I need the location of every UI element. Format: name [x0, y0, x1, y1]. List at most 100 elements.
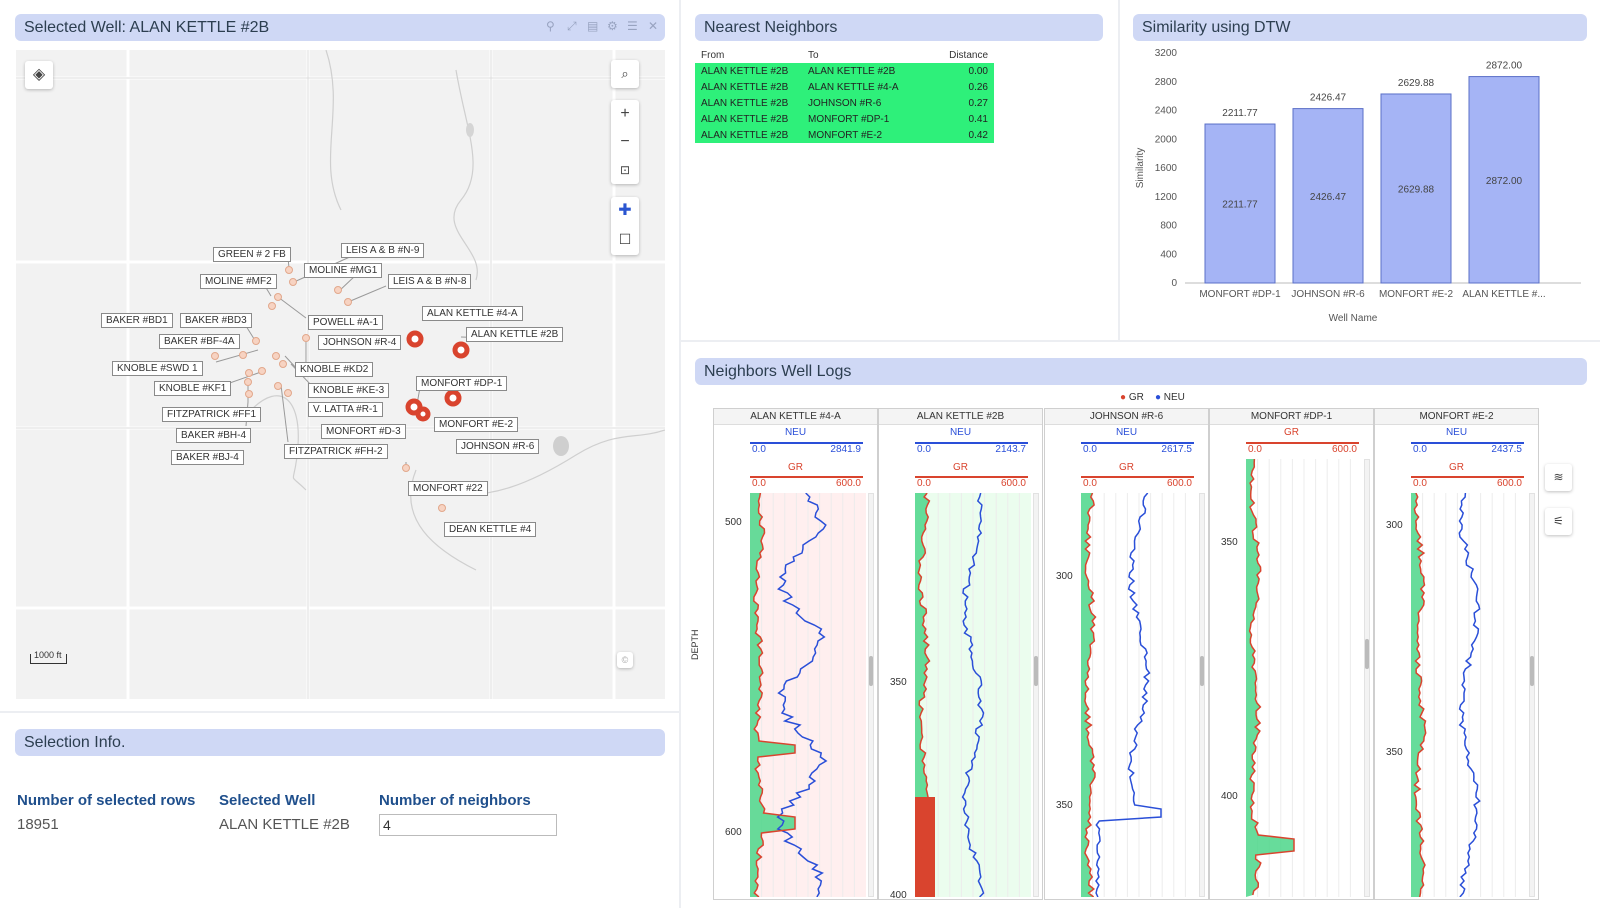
depth-tick-label: 350	[1221, 537, 1238, 548]
scale-line	[1411, 442, 1524, 444]
neu-curve-label: NEU	[949, 427, 972, 438]
scale-line	[1246, 442, 1359, 444]
well-label[interactable]: KNOBLE #KE-3	[308, 383, 390, 398]
legend-neu[interactable]: NEU	[1163, 392, 1185, 403]
pin-icon[interactable]: ⚲	[546, 19, 555, 33]
scale-line	[1411, 476, 1524, 478]
pan-tool-button[interactable]: ✚	[618, 202, 632, 219]
well-label[interactable]: MOLINE #MF2	[200, 274, 277, 289]
search-icon: ⌕	[621, 66, 629, 81]
rect-select-button[interactable]: ☐	[618, 231, 632, 247]
log-track[interactable]: ALAN KETTLE #4-A NEU 0.0 2841.9 GR 0.0 600.0	[713, 408, 878, 900]
well-label[interactable]: MONFORT #22	[408, 481, 488, 496]
log-track[interactable]: ALAN KETTLE #2B NEU 0.0 2143.7 GR 0.0 600.0	[878, 408, 1043, 900]
legend-gr[interactable]: GR	[1128, 392, 1144, 403]
map-search-button[interactable]: ⌕	[611, 60, 639, 88]
well-label[interactable]: JOHNSON #R-6	[456, 439, 540, 454]
log-curve-button[interactable]: ⚟	[1545, 508, 1572, 535]
copyright-icon: ©	[621, 655, 629, 665]
track-title: ALAN KETTLE #4-A	[714, 409, 877, 425]
well-label[interactable]: GREEN # 2 FB	[213, 247, 291, 262]
log-track[interactable]: MONFORT #E-2 NEU 0.0 2437.5 GR 0.0 600.0	[1374, 408, 1539, 900]
x-tick-label: MONFORT #E-2	[1379, 289, 1454, 300]
layers-button[interactable]: ◈	[25, 61, 53, 89]
curve-icon: ⚟	[1553, 514, 1564, 528]
neu-scale-max: 2617.5	[1161, 444, 1192, 455]
well-label[interactable]: POWELL #A-1	[308, 315, 384, 330]
track-scrollbar[interactable]	[868, 493, 874, 897]
well-label[interactable]: FITZPATRICK #FF1	[162, 407, 262, 422]
well-label[interactable]: V. LATTA #R-1	[308, 402, 383, 417]
scrollbar-thumb[interactable]	[1365, 639, 1369, 669]
bar-inner-label: 2426.47	[1310, 192, 1347, 203]
log-settings-button[interactable]: ≋	[1545, 464, 1572, 491]
cell-from: ALAN KETTLE #2B	[695, 63, 802, 79]
well-label[interactable]: BAKER #BD3	[180, 313, 252, 328]
well-label[interactable]: MONFORT #E-2	[434, 417, 519, 432]
rows-value: 18951	[17, 816, 59, 833]
well-label[interactable]: ALAN KETTLE #2B	[466, 327, 564, 342]
track-scrollbar[interactable]	[1364, 459, 1370, 897]
zoom-out-button[interactable]: −	[620, 133, 630, 150]
col-from[interactable]: From	[701, 50, 725, 61]
x-tick-label: ALAN KETTLE #...	[1462, 289, 1545, 300]
zoom-in-button[interactable]: +	[620, 105, 630, 122]
well-label[interactable]: LEIS A & B #N-9	[341, 243, 425, 258]
track-scrollbar[interactable]	[1199, 493, 1205, 897]
expand-icon[interactable]: ⤢	[567, 19, 577, 33]
depth-tick-label: 500	[725, 517, 742, 528]
nn-panel-title: Nearest Neighbors	[695, 14, 1103, 41]
well-label[interactable]: FITZPATRICK #FH-2	[284, 444, 388, 459]
well-label[interactable]: MONFORT #D-3	[321, 424, 406, 439]
similarity-panel-title-text: Similarity using DTW	[1142, 19, 1291, 36]
well-label[interactable]: JOHNSON #R-4	[318, 335, 402, 350]
table-row[interactable]: ALAN KETTLE #2B JOHNSON #R-6 0.27	[695, 95, 994, 111]
log-track[interactable]: MONFORT #DP-1 GR 0.0 600.0	[1209, 408, 1374, 900]
list-icon[interactable]: ☰	[627, 19, 638, 33]
neu-scale-min: 0.0	[752, 444, 766, 455]
well-label[interactable]: KNOBLE #SWD 1	[112, 361, 203, 376]
logs-legend: ● GR ● NEU	[1120, 392, 1185, 403]
well-label[interactable]: BAKER #BF-4A	[159, 334, 240, 349]
table-row[interactable]: ALAN KETTLE #2B ALAN KETTLE #2B 0.00	[695, 63, 994, 79]
attribution-button[interactable]: ©	[617, 652, 633, 668]
col-distance[interactable]: Distance	[949, 50, 988, 61]
scrollbar-thumb[interactable]	[869, 656, 873, 686]
depth-tick-label: 300	[1056, 571, 1073, 582]
scrollbar-thumb[interactable]	[1200, 656, 1204, 686]
scrollbar-thumb[interactable]	[1034, 656, 1038, 686]
well-label[interactable]: LEIS A & B #N-8	[388, 274, 472, 289]
well-label[interactable]: MONFORT #DP-1	[416, 376, 508, 391]
log-track[interactable]: JOHNSON #R-6 NEU 0.0 2617.5 GR 0.0 600.0	[1044, 408, 1209, 900]
well-label[interactable]: MOLINE #MG1	[304, 263, 383, 278]
x-tick-label: JOHNSON #R-6	[1291, 289, 1365, 300]
y-tick-label: 1600	[1155, 163, 1178, 174]
col-to[interactable]: To	[808, 50, 819, 61]
well-label[interactable]: BAKER #BD1	[101, 313, 173, 328]
cell-from: ALAN KETTLE #2B	[695, 111, 802, 127]
track-scrollbar[interactable]	[1033, 493, 1039, 897]
close-icon[interactable]: ✕	[648, 19, 659, 33]
gr-scale-min: 0.0	[1413, 478, 1427, 489]
table-row[interactable]: ALAN KETTLE #2B MONFORT #DP-1 0.41	[695, 111, 994, 127]
well-label[interactable]: BAKER #BJ-4	[171, 450, 244, 465]
neu-curve-label: NEU	[784, 427, 807, 438]
cell-from: ALAN KETTLE #2B	[695, 127, 802, 143]
neighbors-input[interactable]	[379, 814, 557, 836]
depth-tick-label: 350	[890, 677, 907, 688]
scrollbar-thumb[interactable]	[1530, 656, 1534, 686]
track-scrollbar[interactable]	[1529, 493, 1535, 897]
document-icon[interactable]: ▤	[587, 19, 599, 33]
well-label[interactable]: KNOBLE #KD2	[295, 362, 374, 377]
well-label[interactable]: KNOBLE #KF1	[154, 381, 232, 396]
bar	[1468, 76, 1540, 284]
well-label[interactable]: BAKER #BH-4	[176, 428, 252, 443]
table-row[interactable]: ALAN KETTLE #2B ALAN KETTLE #4-A 0.26	[695, 79, 994, 95]
y-axis-title: Similarity	[1135, 148, 1146, 189]
well-map[interactable]: ◈ ⌕ + − ⊡ ✚ ☐ GREEN # 2 FB LEIS A & B #N-…	[16, 50, 665, 699]
table-row[interactable]: ALAN KETTLE #2B MONFORT #E-2 0.42	[695, 127, 994, 143]
well-label[interactable]: DEAN KETTLE #4	[444, 522, 537, 537]
gear-icon[interactable]: ⚙	[607, 19, 618, 33]
reset-view-button[interactable]: ⊡	[619, 163, 631, 177]
well-label[interactable]: ALAN KETTLE #4-A	[422, 306, 523, 321]
